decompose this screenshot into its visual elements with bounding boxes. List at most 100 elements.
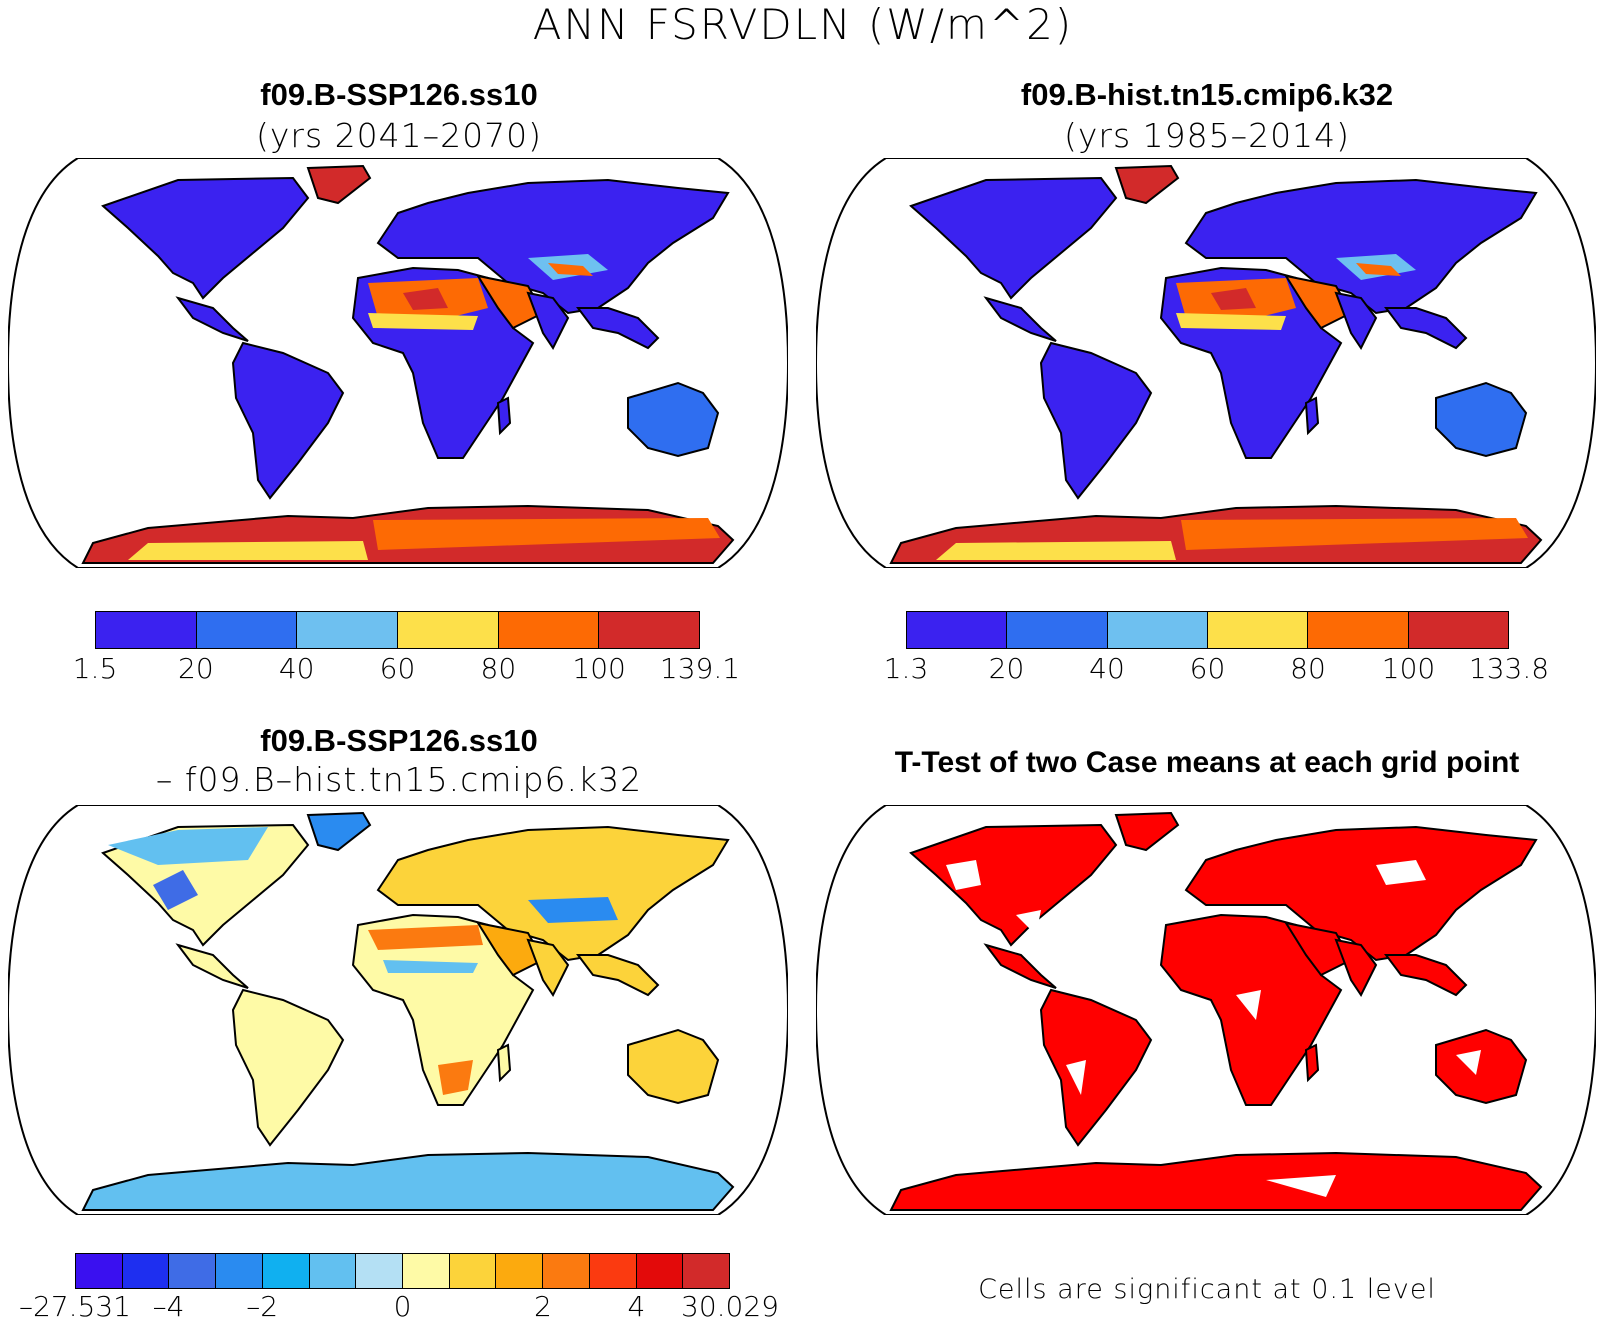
colorbar-tick-label: 80 [1290,652,1326,685]
landmass-ant [81,1151,735,1211]
landmass-au [1435,1028,1528,1105]
antarctica-west [128,541,368,560]
landmass-eu [376,825,730,962]
landmass-mdg [1304,1043,1320,1083]
landmass-india [526,938,570,997]
panel3-map [8,805,788,1215]
panel2-colorbar-ticks: 1.3 20 40 60 80 100 133.8 [884,652,1549,688]
colorbar-tick-label: 100 [572,652,626,685]
sahara-warm-anomaly [368,925,483,950]
sahara-peak-region [1211,288,1256,310]
colorbar-tick-label: –27.531 [19,1290,131,1323]
colorbar-tick-label: 4 [627,1290,646,1323]
landmass-mdg [496,396,512,436]
antarctica-interior [1181,518,1528,550]
colorbar-box [169,1254,217,1288]
landmass-sa [1039,988,1153,1147]
colorbar-tick-label: 30.029 [681,1290,779,1323]
landmass-mdg [1304,396,1320,436]
landmass-arabia [1283,274,1353,330]
not-significant-area [1066,1060,1086,1095]
panel2-colorbar [906,611,1509,649]
colorbar-tick-label: 40 [1089,652,1125,685]
southern-africa-warm-anomaly [438,1060,473,1095]
panel3-colorbar [75,1253,730,1289]
colorbar-tick-label: 139.1 [659,652,741,685]
colorbar-box [683,1254,730,1288]
colorbar-box [96,612,197,648]
colorbar-box [1207,612,1309,648]
colorbar-tick-label: 80 [480,652,517,685]
landmass-ca [983,943,1057,989]
colorbar-box [1408,612,1508,648]
colorbar-box [216,1254,263,1288]
landmass-na [909,176,1118,300]
landmass-eu [376,178,730,315]
colorbar-box [309,1254,357,1288]
colorbar-box [356,1254,404,1288]
asia-cool-anomaly [528,897,618,923]
colorbar-tick-label: 1.3 [883,652,929,685]
panel2-map [816,158,1596,568]
colorbar-box [599,612,700,648]
landmass-india [1334,938,1378,997]
panel1-title: f09.B-SSP126.ss10 [260,77,538,112]
not-significant-area [1236,990,1261,1020]
landmass-eu [1184,178,1538,315]
colorbar-tick-label: 60 [379,652,416,685]
landmass-sa [231,988,345,1147]
map-border [816,158,1596,568]
landmass-seasia [1384,954,1468,997]
figure-title: ANN FSRVDLN (W/m^2) [532,0,1074,49]
landmass-greenland [1114,164,1180,205]
significance-note: Cells are significant at 0.1 level [978,1274,1436,1305]
landmass-greenland [306,811,372,852]
panel1-colorbar [95,611,700,649]
colorbar-box [403,1254,450,1288]
colorbar-box [496,1254,544,1288]
panel4-map [816,805,1596,1215]
colorbar-tick-label: 60 [1189,652,1226,685]
colorbar-box [449,1254,497,1288]
landmass-sa [1039,341,1153,500]
landmass-seasia [576,307,660,350]
not-significant-area [1016,910,1041,935]
tibet-peak [1356,263,1401,276]
not-significant-area [1456,1050,1481,1075]
landmass-india [526,291,570,350]
map-svg [816,158,1596,568]
landmass-arabia [1283,921,1353,977]
panel2-subtitle: (yrs 1985–2014) [1064,116,1350,155]
landmass-na [101,176,310,300]
colorbar-box [262,1254,310,1288]
landmass-greenland [1114,811,1180,852]
colorbar-box [1107,612,1208,648]
landmass-india [1334,291,1378,350]
not-significant-area [1266,1175,1336,1197]
landmass-eu [1184,825,1538,962]
colorbar-tick-label: 0 [393,1290,412,1323]
sahel-band [1176,313,1286,330]
colorbar-tick-label: 2 [533,1290,552,1323]
north-america-cool-anomaly [153,870,198,910]
landmass-mdg [496,1043,512,1083]
panel2-title: f09.B-hist.tn15.cmip6.k32 [1020,77,1394,112]
map-border [816,805,1596,1215]
colorbar-box [76,1254,123,1288]
panel3-subtitle: – f09.B–hist.tn15.cmip6.k32 [155,760,643,799]
landmass-arabia [475,921,545,977]
colorbar-box [1308,612,1409,648]
antarctica-west [936,541,1176,560]
colorbar-tick-label: 1.5 [72,652,118,685]
panel4-title: T-Test of two Case means at each grid po… [894,746,1520,779]
landmass-greenland [306,164,372,205]
map-svg [816,805,1596,1215]
colorbar-box [543,1254,590,1288]
colorbar-box [1007,612,1108,648]
landmass-au [1435,381,1528,458]
colorbar-box [907,612,1008,648]
sahara-peak-region [403,288,448,310]
landmass-seasia [1384,307,1468,350]
panel3-colorbar-ticks: –27.531 –4 –2 0 2 4 30.029 [19,1290,779,1326]
antarctica-interior [373,518,720,550]
